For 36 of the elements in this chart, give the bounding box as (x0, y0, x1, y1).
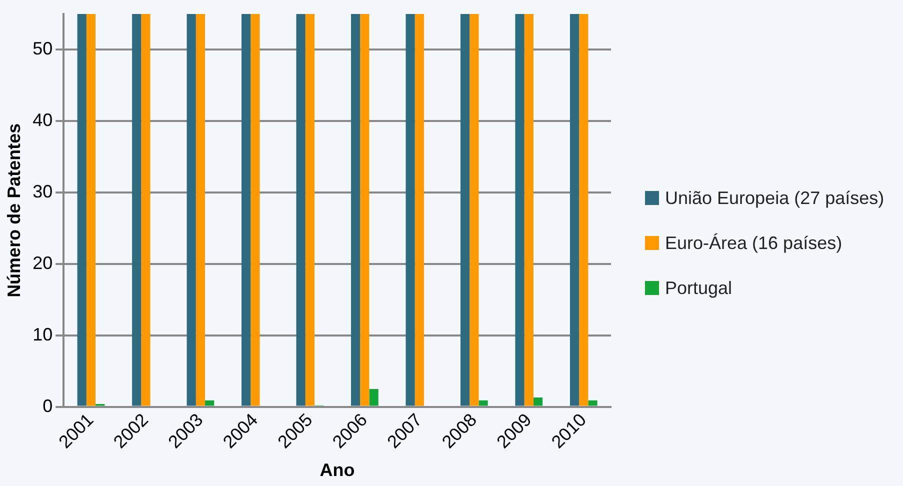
bar (360, 14, 370, 406)
bar (470, 14, 479, 406)
y-tick-label: 20 (32, 252, 53, 273)
y-tick-label: 30 (32, 182, 53, 202)
bar (588, 400, 598, 406)
bar (478, 400, 488, 406)
bar (579, 14, 588, 406)
bar (132, 14, 142, 406)
bar (242, 14, 251, 406)
y-tick-label: 10 (32, 324, 53, 344)
bar (205, 400, 214, 406)
bar (414, 14, 424, 406)
bar (86, 14, 96, 406)
bar (460, 14, 470, 406)
legend-label: União Europeia (27 países) (665, 188, 884, 208)
bar (196, 14, 206, 406)
bar (533, 398, 543, 406)
y-tick-label: 0 (42, 396, 53, 416)
bar (406, 14, 415, 406)
bar (77, 14, 86, 406)
bar (515, 14, 524, 406)
bar (296, 14, 306, 406)
y-tick-label: 40 (32, 110, 53, 130)
bar (369, 388, 378, 406)
bar (186, 14, 196, 406)
bar (570, 14, 580, 406)
bar (524, 14, 534, 406)
y-tick-label: 50 (32, 38, 53, 59)
legend-label: Portugal (665, 278, 732, 298)
bar (250, 14, 260, 406)
legend-label: Euro-Área (16 países) (665, 232, 842, 254)
x-axis-title: Ano (320, 460, 355, 480)
bar (305, 14, 315, 406)
bar (350, 14, 360, 406)
y-axis-title: Número de Patentes (4, 123, 24, 298)
bar (141, 14, 150, 406)
